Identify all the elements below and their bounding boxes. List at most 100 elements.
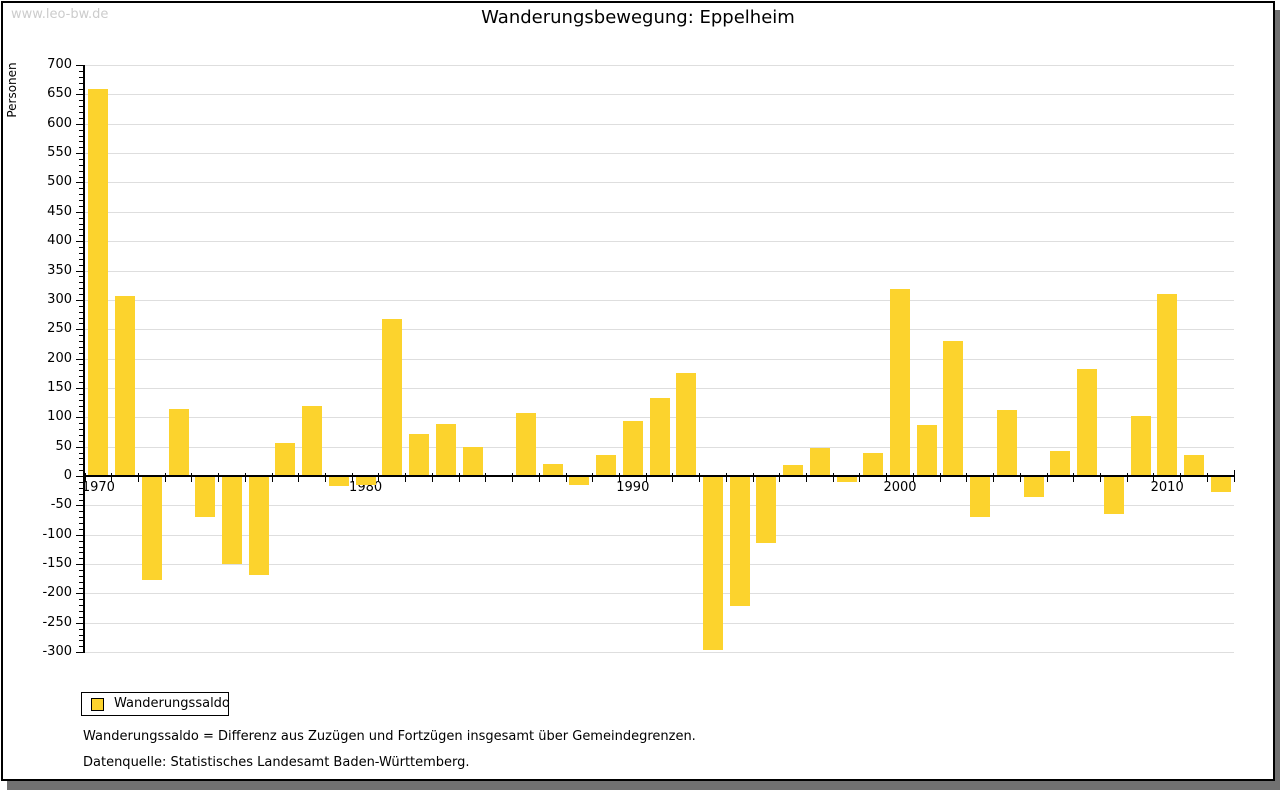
bar-1976 bbox=[248, 477, 269, 576]
y-tick-minor bbox=[79, 112, 83, 113]
x-year-label: 1970 bbox=[81, 480, 115, 495]
y-tick-label: 700 bbox=[47, 57, 72, 72]
site-watermark: www.leo-bw.de bbox=[11, 7, 109, 22]
footnote-definition: Wanderungssaldo = Differenz aus Zuzügen … bbox=[83, 729, 696, 744]
x-tick bbox=[993, 473, 994, 482]
y-tick-minor bbox=[79, 493, 83, 495]
bar-1992 bbox=[676, 373, 697, 477]
y-tick-minor bbox=[79, 517, 83, 519]
bar-1978 bbox=[302, 405, 323, 476]
gridline bbox=[85, 182, 1234, 184]
x-tick bbox=[458, 473, 460, 482]
y-tick-minor bbox=[79, 117, 83, 119]
y-tick-minor bbox=[79, 393, 83, 395]
y-tick-label: 550 bbox=[47, 145, 72, 161]
y-tick-minor bbox=[79, 399, 83, 401]
y-tick-label: -100 bbox=[42, 526, 72, 542]
bar-2006 bbox=[1050, 451, 1071, 476]
y-tick-minor bbox=[79, 511, 83, 513]
y-tick-label: 600 bbox=[47, 115, 72, 131]
y-tick-minor bbox=[79, 276, 83, 278]
y-tick-minor bbox=[79, 323, 83, 325]
bar-1982 bbox=[409, 433, 429, 476]
y-tick-minor bbox=[79, 546, 83, 548]
y-tick-minor bbox=[79, 634, 83, 636]
y-tick-minor bbox=[79, 481, 83, 483]
y-tick-major bbox=[76, 476, 83, 477]
x-tick bbox=[164, 473, 166, 482]
x-tick bbox=[111, 473, 113, 482]
y-tick-label: -300 bbox=[42, 644, 72, 660]
y-tick-minor bbox=[79, 158, 83, 160]
y-tick-minor bbox=[79, 317, 83, 319]
y-tick-major bbox=[76, 182, 83, 184]
x-tick bbox=[378, 473, 380, 482]
y-tick-minor bbox=[79, 552, 83, 554]
y-tick-minor bbox=[79, 470, 83, 472]
bar-2008 bbox=[1103, 477, 1124, 514]
y-tick-minor bbox=[79, 141, 83, 143]
bar-1987 bbox=[542, 464, 563, 476]
x-tick bbox=[939, 473, 941, 482]
gridline bbox=[85, 270, 1234, 272]
y-tick-minor bbox=[79, 147, 83, 149]
y-tick-minor bbox=[79, 540, 83, 542]
chart-title: Wanderungsbewegung: Eppelheim bbox=[481, 7, 795, 28]
bar-1997 bbox=[809, 448, 830, 476]
y-tick-minor bbox=[79, 599, 83, 601]
y-tick-major bbox=[76, 94, 83, 96]
y-tick-minor bbox=[79, 370, 83, 372]
y-tick-label: 650 bbox=[47, 86, 72, 102]
x-tick bbox=[1206, 473, 1208, 482]
y-tick-minor bbox=[79, 247, 83, 248]
bar-1990 bbox=[622, 421, 643, 476]
bar-1986 bbox=[515, 413, 536, 476]
y-tick-label: 450 bbox=[47, 203, 72, 219]
y-tick-minor bbox=[79, 288, 83, 290]
bar-1991 bbox=[649, 397, 670, 476]
y-tick-minor bbox=[79, 311, 83, 313]
bar-1975 bbox=[222, 477, 242, 564]
bar-2007 bbox=[1077, 369, 1097, 476]
bar-1999 bbox=[863, 452, 884, 476]
legend-swatch-icon bbox=[91, 698, 104, 711]
x-tick bbox=[298, 473, 300, 482]
x-year-label: 2000 bbox=[883, 480, 917, 495]
x-tick bbox=[565, 473, 567, 482]
y-tick-minor bbox=[79, 229, 83, 231]
bar-1989 bbox=[596, 454, 617, 476]
gridline bbox=[85, 241, 1234, 243]
gridline bbox=[85, 622, 1234, 624]
y-tick-minor bbox=[79, 70, 83, 72]
y-tick-major bbox=[76, 358, 83, 360]
y-tick-minor bbox=[79, 346, 83, 348]
x-tick bbox=[351, 473, 353, 482]
bar-1995 bbox=[756, 477, 777, 544]
y-tick-minor bbox=[79, 628, 83, 630]
y-tick-label: 350 bbox=[47, 262, 72, 278]
bar-2001 bbox=[916, 424, 937, 476]
x-tick bbox=[1126, 473, 1128, 482]
y-tick-minor bbox=[79, 282, 83, 284]
y-tick-minor bbox=[79, 569, 83, 571]
legend: Wanderungssaldo bbox=[81, 692, 230, 716]
y-tick-minor bbox=[79, 223, 83, 225]
y-tick-minor bbox=[79, 164, 83, 166]
gridline bbox=[85, 534, 1234, 536]
x-tick bbox=[966, 473, 968, 482]
x-tick bbox=[806, 473, 807, 482]
y-tick-minor bbox=[79, 205, 83, 207]
y-tick-minor bbox=[79, 429, 83, 430]
gridline bbox=[85, 65, 1234, 66]
x-tick bbox=[218, 473, 220, 482]
y-tick-minor bbox=[79, 100, 83, 102]
y-tick-major bbox=[76, 446, 83, 448]
y-tick-major bbox=[76, 593, 83, 595]
y-tick-minor bbox=[79, 217, 83, 219]
y-tick-minor bbox=[79, 88, 83, 90]
y-tick-label: -250 bbox=[42, 614, 72, 630]
y-tick-label: 200 bbox=[47, 350, 72, 366]
y-tick-major bbox=[76, 299, 83, 301]
y-tick-major bbox=[76, 123, 83, 125]
x-tick bbox=[1099, 473, 1101, 482]
